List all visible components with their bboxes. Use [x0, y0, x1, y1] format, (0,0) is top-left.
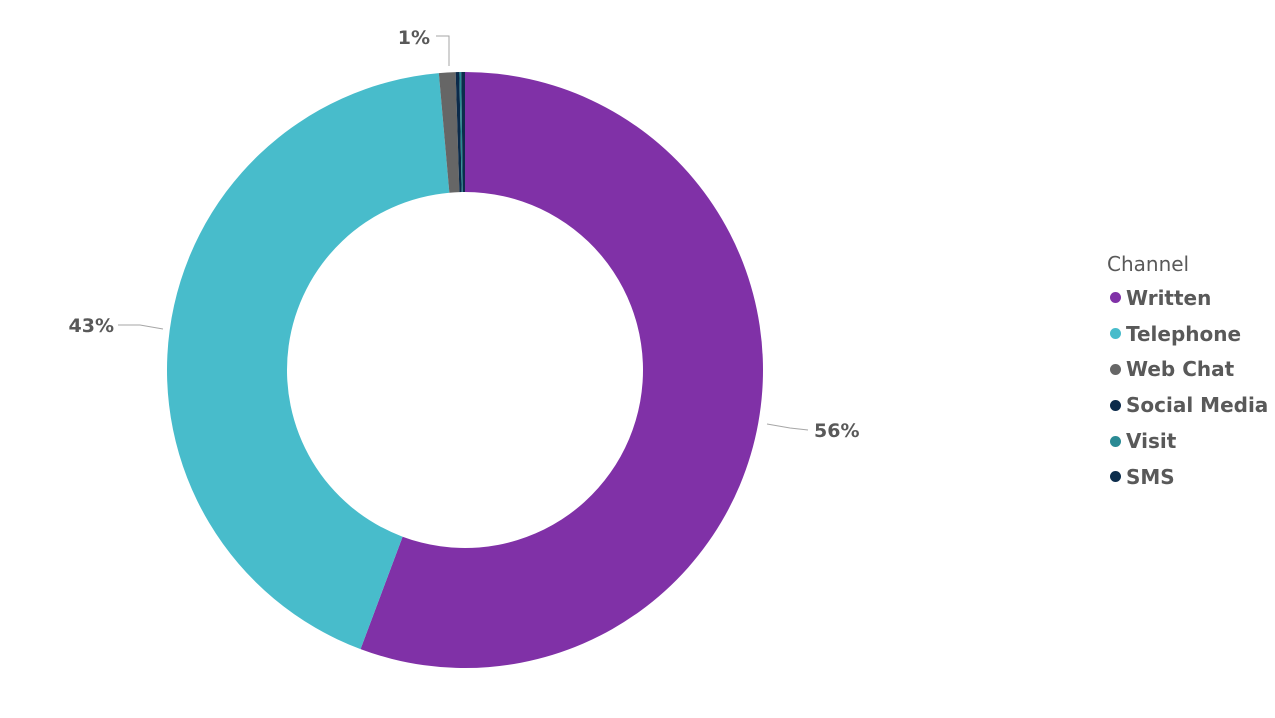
leader-line-telephone	[118, 324, 164, 330]
legend-swatch-web-chat	[1110, 363, 1121, 375]
legend-item-written: Written	[1107, 280, 1268, 316]
data-label-telephone: 43%	[69, 315, 114, 337]
slice-sms	[461, 72, 465, 193]
legend-swatch-visit	[1110, 435, 1121, 447]
legend-item-sms: SMS	[1107, 459, 1268, 495]
legend-item-visit: Visit	[1107, 423, 1268, 459]
legend-label-written: Written	[1126, 285, 1212, 310]
legend-swatch-telephone	[1110, 328, 1121, 340]
legend-label-visit: Visit	[1126, 429, 1177, 454]
slice-web-chat	[438, 72, 460, 193]
legend-swatch-written	[1110, 292, 1121, 304]
legend-label-social-media: Social Media	[1126, 393, 1269, 418]
legend-title: Channel	[1107, 252, 1190, 276]
legend-label-sms: SMS	[1126, 464, 1175, 489]
legend-label-telephone: Telephone	[1126, 321, 1242, 346]
slice-written	[360, 72, 763, 668]
slice-social-media	[455, 72, 462, 193]
slice-visit	[459, 72, 463, 193]
leader-line-web-chat	[436, 35, 450, 66]
legend-item-web-chat: Web Chat	[1107, 352, 1268, 388]
legend: Channel Written Telephone Web Chat Social M…	[1107, 252, 1268, 495]
legend-swatch-sms	[1110, 471, 1121, 483]
legend-swatch-social-media	[1110, 399, 1121, 411]
legend-label-web-chat: Web Chat	[1126, 357, 1235, 382]
legend-item-telephone: Telephone	[1107, 316, 1268, 352]
leader-line-written	[766, 423, 809, 431]
legend-item-social-media: Social Media	[1107, 387, 1268, 423]
data-label-written: 56%	[814, 420, 859, 442]
data-label-web-chat: 1%	[398, 27, 430, 49]
slice-telephone	[166, 73, 450, 650]
